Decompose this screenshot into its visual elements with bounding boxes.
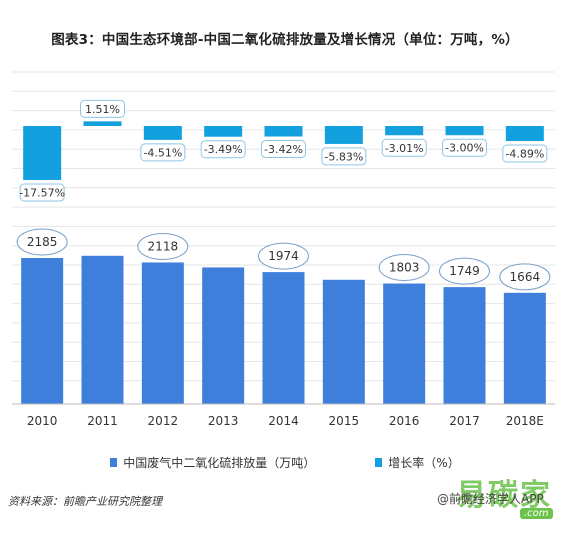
source-note: 资料来源：前瞻产业研究院整理 xyxy=(8,495,162,508)
x-tick-label: 2015 xyxy=(329,414,360,428)
site-domain: .com xyxy=(520,508,553,519)
growth-bar[interactable] xyxy=(83,121,122,126)
growth-bar[interactable] xyxy=(143,126,182,140)
emission-label: 1664 xyxy=(510,270,541,284)
x-tick-label: 2014 xyxy=(268,414,299,428)
growth-label-box xyxy=(80,99,125,118)
brand-credit: @前瞻经济学人APP xyxy=(437,492,544,506)
emission-bar[interactable] xyxy=(503,292,546,404)
growth-bar[interactable] xyxy=(324,126,363,144)
x-tick-label: 2010 xyxy=(27,414,58,428)
emission-bar[interactable] xyxy=(81,255,124,404)
growth-labels: -17.57% 1.51% -4.51% -3.49% -3.42% -5.83% -3.0… xyxy=(19,99,548,202)
growth-label-box xyxy=(381,138,427,157)
growth-label: -3.01% xyxy=(385,142,424,155)
chart-canvas: -17.57% 1.51% -4.51% -3.49% -3.42% -5.83% -3.0… xyxy=(12,71,555,428)
emission-bar[interactable] xyxy=(262,272,305,404)
growth-bar[interactable] xyxy=(204,126,243,137)
emission-label: 1749 xyxy=(449,264,480,278)
emission-label-ellipse xyxy=(499,263,551,291)
emission-bar[interactable] xyxy=(383,283,426,404)
growth-label: -5.83% xyxy=(324,150,363,163)
growth-label-box xyxy=(442,138,487,157)
x-tick-label: 2018E xyxy=(506,414,544,428)
emission-bar[interactable] xyxy=(21,258,64,404)
growth-label: -3.49% xyxy=(204,143,243,156)
growth-label: -4.89% xyxy=(505,148,544,161)
emission-labels: 2185 2118 1974 1803 1749 1664 xyxy=(16,228,551,291)
emission-label: 1803 xyxy=(389,261,420,275)
x-tick-label: 2016 xyxy=(389,414,420,428)
x-tick-label: 2013 xyxy=(208,414,239,428)
x-axis-ticks: 2010 2011 2012 2013 2014 2015 2016 2017 2018E xyxy=(12,403,555,428)
growth-label-box xyxy=(19,183,65,202)
legend-emissions-label: 中国废气中二氧化硫排放量（万吨） xyxy=(123,456,316,470)
emission-label: 2118 xyxy=(148,239,179,253)
emission-label-ellipse xyxy=(137,232,189,260)
growth-label: -4.51% xyxy=(143,146,182,159)
growth-bar[interactable] xyxy=(445,126,484,136)
growth-label: 1.51% xyxy=(85,103,120,116)
site-logo: 易碳家 xyxy=(456,478,552,513)
legend-growth[interactable]: 增长率（%） xyxy=(375,454,460,471)
legend-emissions-swatch xyxy=(110,458,118,467)
x-tick-label: 2012 xyxy=(148,414,179,428)
emission-label: 1974 xyxy=(268,249,299,263)
growth-label: -3.00% xyxy=(445,142,484,155)
x-tick-label: 2017 xyxy=(449,414,480,428)
emission-bar[interactable] xyxy=(322,279,365,404)
legend: 中国废气中二氧化硫排放量（万吨） 增长率（%） xyxy=(0,454,570,471)
growth-bar[interactable] xyxy=(264,126,303,137)
x-tick-label: 2011 xyxy=(87,414,118,428)
legend-growth-label: 增长率（%） xyxy=(388,456,460,470)
emission-label: 2185 xyxy=(27,235,58,249)
emission-label-ellipse xyxy=(16,228,68,256)
emission-bar[interactable] xyxy=(443,287,486,404)
growth-label-box xyxy=(502,144,548,163)
legend-growth-swatch xyxy=(375,458,383,467)
emission-label-ellipse xyxy=(439,257,490,285)
growth-bar[interactable] xyxy=(385,126,424,136)
growth-label: -3.42% xyxy=(264,143,303,156)
growth-bars xyxy=(23,121,544,180)
emission-label-ellipse xyxy=(378,254,430,282)
emission-bar[interactable] xyxy=(141,262,184,404)
emission-bars xyxy=(21,255,546,404)
growth-bar[interactable] xyxy=(23,126,62,180)
growth-label-box xyxy=(321,147,367,166)
growth-label-box xyxy=(200,140,246,159)
growth-label-box xyxy=(140,143,186,162)
chart-title: 图表3：中国生态环境部-中国二氧化硫排放量及增长情况（单位：万吨，%） xyxy=(51,32,519,48)
growth-bar[interactable] xyxy=(505,126,544,142)
emission-bar[interactable] xyxy=(202,267,245,404)
growth-label-box xyxy=(261,140,306,159)
legend-emissions[interactable]: 中国废气中二氧化硫排放量（万吨） xyxy=(110,454,315,471)
growth-label: -17.57% xyxy=(19,187,65,200)
emission-label-ellipse xyxy=(258,242,309,270)
